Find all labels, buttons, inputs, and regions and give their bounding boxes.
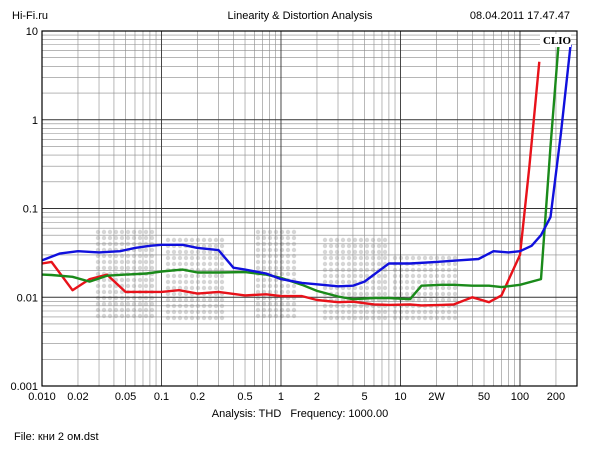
y-tick-label: 0.01 bbox=[17, 292, 38, 304]
series-line-3 bbox=[41, 44, 572, 288]
chart-title: Linearity & Distortion Analysis bbox=[227, 10, 373, 22]
x-tick-label: 5 bbox=[361, 391, 367, 403]
y-tick-labels: 0.001 0.01 0.1 1 10 bbox=[10, 26, 38, 393]
watermark-block bbox=[322, 237, 388, 321]
y-tick-label: 0.1 bbox=[23, 204, 38, 216]
x-tick-label: 200 bbox=[547, 391, 565, 403]
x-tick-label: 0.010 bbox=[28, 391, 56, 403]
x-tick-label: 0.05 bbox=[115, 391, 136, 403]
analysis-caption: Analysis: THD Frequency: 1000.00 bbox=[0, 408, 600, 420]
x-tick-label: 100 bbox=[511, 391, 529, 403]
x-tick-labels: 0.010 0.02 0.05 0.1 0.2 0.5 1 2 5 10 2W 50 100 200 bbox=[28, 391, 565, 403]
frequency-label: Frequency: 1000.00 bbox=[290, 408, 389, 420]
grid-minor bbox=[42, 31, 578, 386]
y-tick-label: 0.001 bbox=[10, 381, 38, 393]
x-tick-label: 0.2 bbox=[190, 391, 205, 403]
analysis-label: Analysis: THD bbox=[211, 408, 282, 420]
x-tick-label: 0.02 bbox=[67, 391, 88, 403]
x-tick-label: 1 bbox=[278, 391, 284, 403]
x-tick-label: 2W bbox=[428, 391, 445, 403]
clio-logo-bg bbox=[540, 34, 571, 47]
plot-frame bbox=[41, 30, 578, 387]
series-line-1 bbox=[41, 61, 541, 307]
series-layer bbox=[41, 44, 572, 307]
watermark-block bbox=[392, 255, 458, 321]
x-tick-label: 0.1 bbox=[154, 391, 169, 403]
file-caption: File: кни 2 ом.dst bbox=[14, 431, 99, 443]
timestamp: 08.04.2011 17.47.47 bbox=[469, 10, 570, 22]
site-name: Hi-Fi.ru bbox=[12, 10, 49, 22]
clio-logo: CLIO bbox=[543, 35, 572, 47]
y-tick-label: 10 bbox=[26, 26, 38, 38]
y-tick-label: 1 bbox=[32, 115, 38, 127]
x-tick-label: 2 bbox=[314, 391, 320, 403]
series-line-2 bbox=[41, 44, 560, 301]
x-tick-label: 10 bbox=[394, 391, 406, 403]
x-tick-label: 50 bbox=[478, 391, 490, 403]
x-tick-label: 0.5 bbox=[237, 391, 252, 403]
